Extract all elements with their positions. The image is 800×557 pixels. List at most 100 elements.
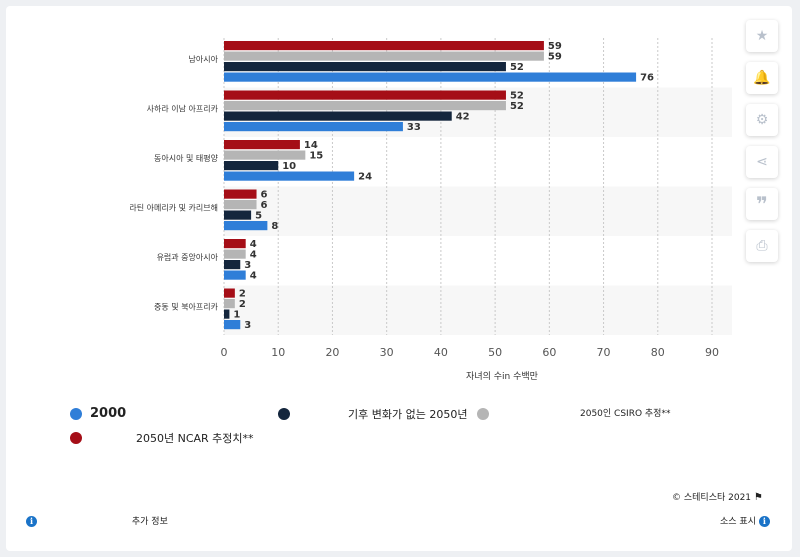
data-label: 2 <box>239 299 246 310</box>
legend-label: 기후 변화가 없는 2050년 <box>348 408 468 421</box>
legend-item-no-climate-change[interactable]: 기후 변화가 없는 2050년 <box>278 406 497 422</box>
data-label: 33 <box>407 122 421 133</box>
bar <box>224 101 506 111</box>
quote-icon: ❞ <box>756 192 768 216</box>
data-label: 6 <box>261 190 268 201</box>
legend-label: 2000 <box>90 406 127 421</box>
legend-label: 2050년 NCAR 추정치** <box>136 432 254 445</box>
data-label: 1 <box>233 310 240 321</box>
x-tick-label: 40 <box>434 346 448 359</box>
chart-card: 0 10 20 30 40 50 60 70 80 90 남아시아 59 59 52 76 사하라 이남 아프… <box>6 6 792 551</box>
x-tick-label: 10 <box>271 346 285 359</box>
x-tick-label: 30 <box>380 346 394 359</box>
data-label: 76 <box>640 73 654 84</box>
bar <box>224 62 506 72</box>
x-axis-title: 자녀의 수in 수백만 <box>466 371 538 382</box>
bar <box>224 41 544 51</box>
bar <box>224 111 452 121</box>
bar <box>224 299 235 309</box>
x-tick-label: 50 <box>488 346 502 359</box>
bell-icon: 🔔 <box>753 70 771 86</box>
bar <box>224 249 246 259</box>
data-label: 4 <box>250 271 257 282</box>
bar <box>224 140 300 150</box>
data-label: 5 <box>255 211 262 222</box>
data-label: 6 <box>261 200 268 211</box>
data-label: 15 <box>309 151 323 162</box>
data-label: 59 <box>548 52 562 63</box>
bar <box>224 221 268 231</box>
bar <box>224 239 246 249</box>
category-label: 남아시아 <box>189 54 219 64</box>
data-label: 4 <box>250 250 257 261</box>
data-label: 59 <box>548 41 562 52</box>
print-icon: ⎙ <box>756 238 768 254</box>
data-label: 10 <box>282 161 296 172</box>
category-label: 동아시아 및 태평양 <box>154 153 219 163</box>
bar <box>224 189 257 199</box>
print-button[interactable]: ⎙ <box>746 230 778 262</box>
legend-dot <box>70 407 82 420</box>
x-tick-label: 80 <box>651 346 665 359</box>
category-label: 유럽과 중앙아시아 <box>157 252 219 262</box>
x-tick-label: 60 <box>542 346 556 359</box>
data-label: 14 <box>304 140 318 151</box>
legend-dot <box>477 408 490 420</box>
legend-dot <box>278 408 290 420</box>
data-label: 52 <box>510 91 524 102</box>
favorite-button[interactable]: ★ <box>746 20 778 52</box>
gear-icon: ⚙ <box>755 112 769 128</box>
source-text: 소스 표시 <box>720 517 756 527</box>
bar <box>224 309 230 319</box>
bar <box>224 320 241 330</box>
bar <box>224 150 306 160</box>
data-label: 24 <box>358 172 372 183</box>
bar <box>224 210 252 220</box>
x-tick-label: 20 <box>325 346 339 359</box>
more-info-link[interactable]: i 추가 정보 <box>26 514 168 527</box>
more-info-text: 추가 정보 <box>131 517 168 527</box>
share-button[interactable]: ⋖ <box>746 146 778 178</box>
source-link[interactable]: 소스 표시 i <box>720 514 770 527</box>
bar <box>224 288 235 298</box>
data-label: 3 <box>244 260 251 271</box>
data-label: 4 <box>250 239 257 250</box>
star-icon: ★ <box>755 28 769 44</box>
legend-item-2000[interactable]: 2000 <box>70 406 126 421</box>
flag-icon: ⚑ <box>753 492 763 503</box>
data-label: 42 <box>456 112 470 123</box>
category-label: 중동 및 북아프리카 <box>154 301 219 311</box>
data-label: 3 <box>244 320 251 331</box>
cite-button[interactable]: ❞ <box>746 188 778 220</box>
sidebar-toolbar: ★ 🔔 ⚙ ⋖ ❞ ⎙ <box>746 20 780 272</box>
data-label: 8 <box>271 221 278 232</box>
x-tick-label: 0 <box>221 346 228 359</box>
copyright-notice[interactable]: © 스테티스타 2021 ⚑ <box>672 490 763 503</box>
info-icon: i <box>26 515 37 527</box>
data-label: 2 <box>239 289 246 300</box>
row-band <box>224 186 732 236</box>
bar <box>224 72 637 82</box>
x-tick-label: 70 <box>597 346 611 359</box>
bar <box>224 171 355 181</box>
bar <box>224 200 257 210</box>
bar <box>224 161 279 171</box>
notification-button[interactable]: 🔔 <box>746 62 778 94</box>
bar <box>224 51 544 61</box>
info-icon: i <box>758 515 770 527</box>
category-label: 사하라 이남 아프리카 <box>147 103 219 113</box>
data-label: 52 <box>510 101 524 112</box>
bar <box>224 90 506 100</box>
bar <box>224 260 241 270</box>
legend-label: 2050인 CSIRO 추정** <box>580 409 671 419</box>
bar <box>224 122 403 132</box>
data-label: 52 <box>510 62 524 73</box>
legend-item-csiro[interactable]: 2050인 CSIRO 추정** <box>580 406 670 419</box>
row-band <box>224 285 732 335</box>
x-tick-label: 90 <box>705 346 719 359</box>
copyright-text: © 스테티스타 2021 <box>672 493 752 503</box>
share-icon: ⋖ <box>756 154 768 170</box>
legend-item-ncar[interactable]: 2050년 NCAR 추정치** <box>70 430 254 446</box>
settings-button[interactable]: ⚙ <box>746 104 778 136</box>
